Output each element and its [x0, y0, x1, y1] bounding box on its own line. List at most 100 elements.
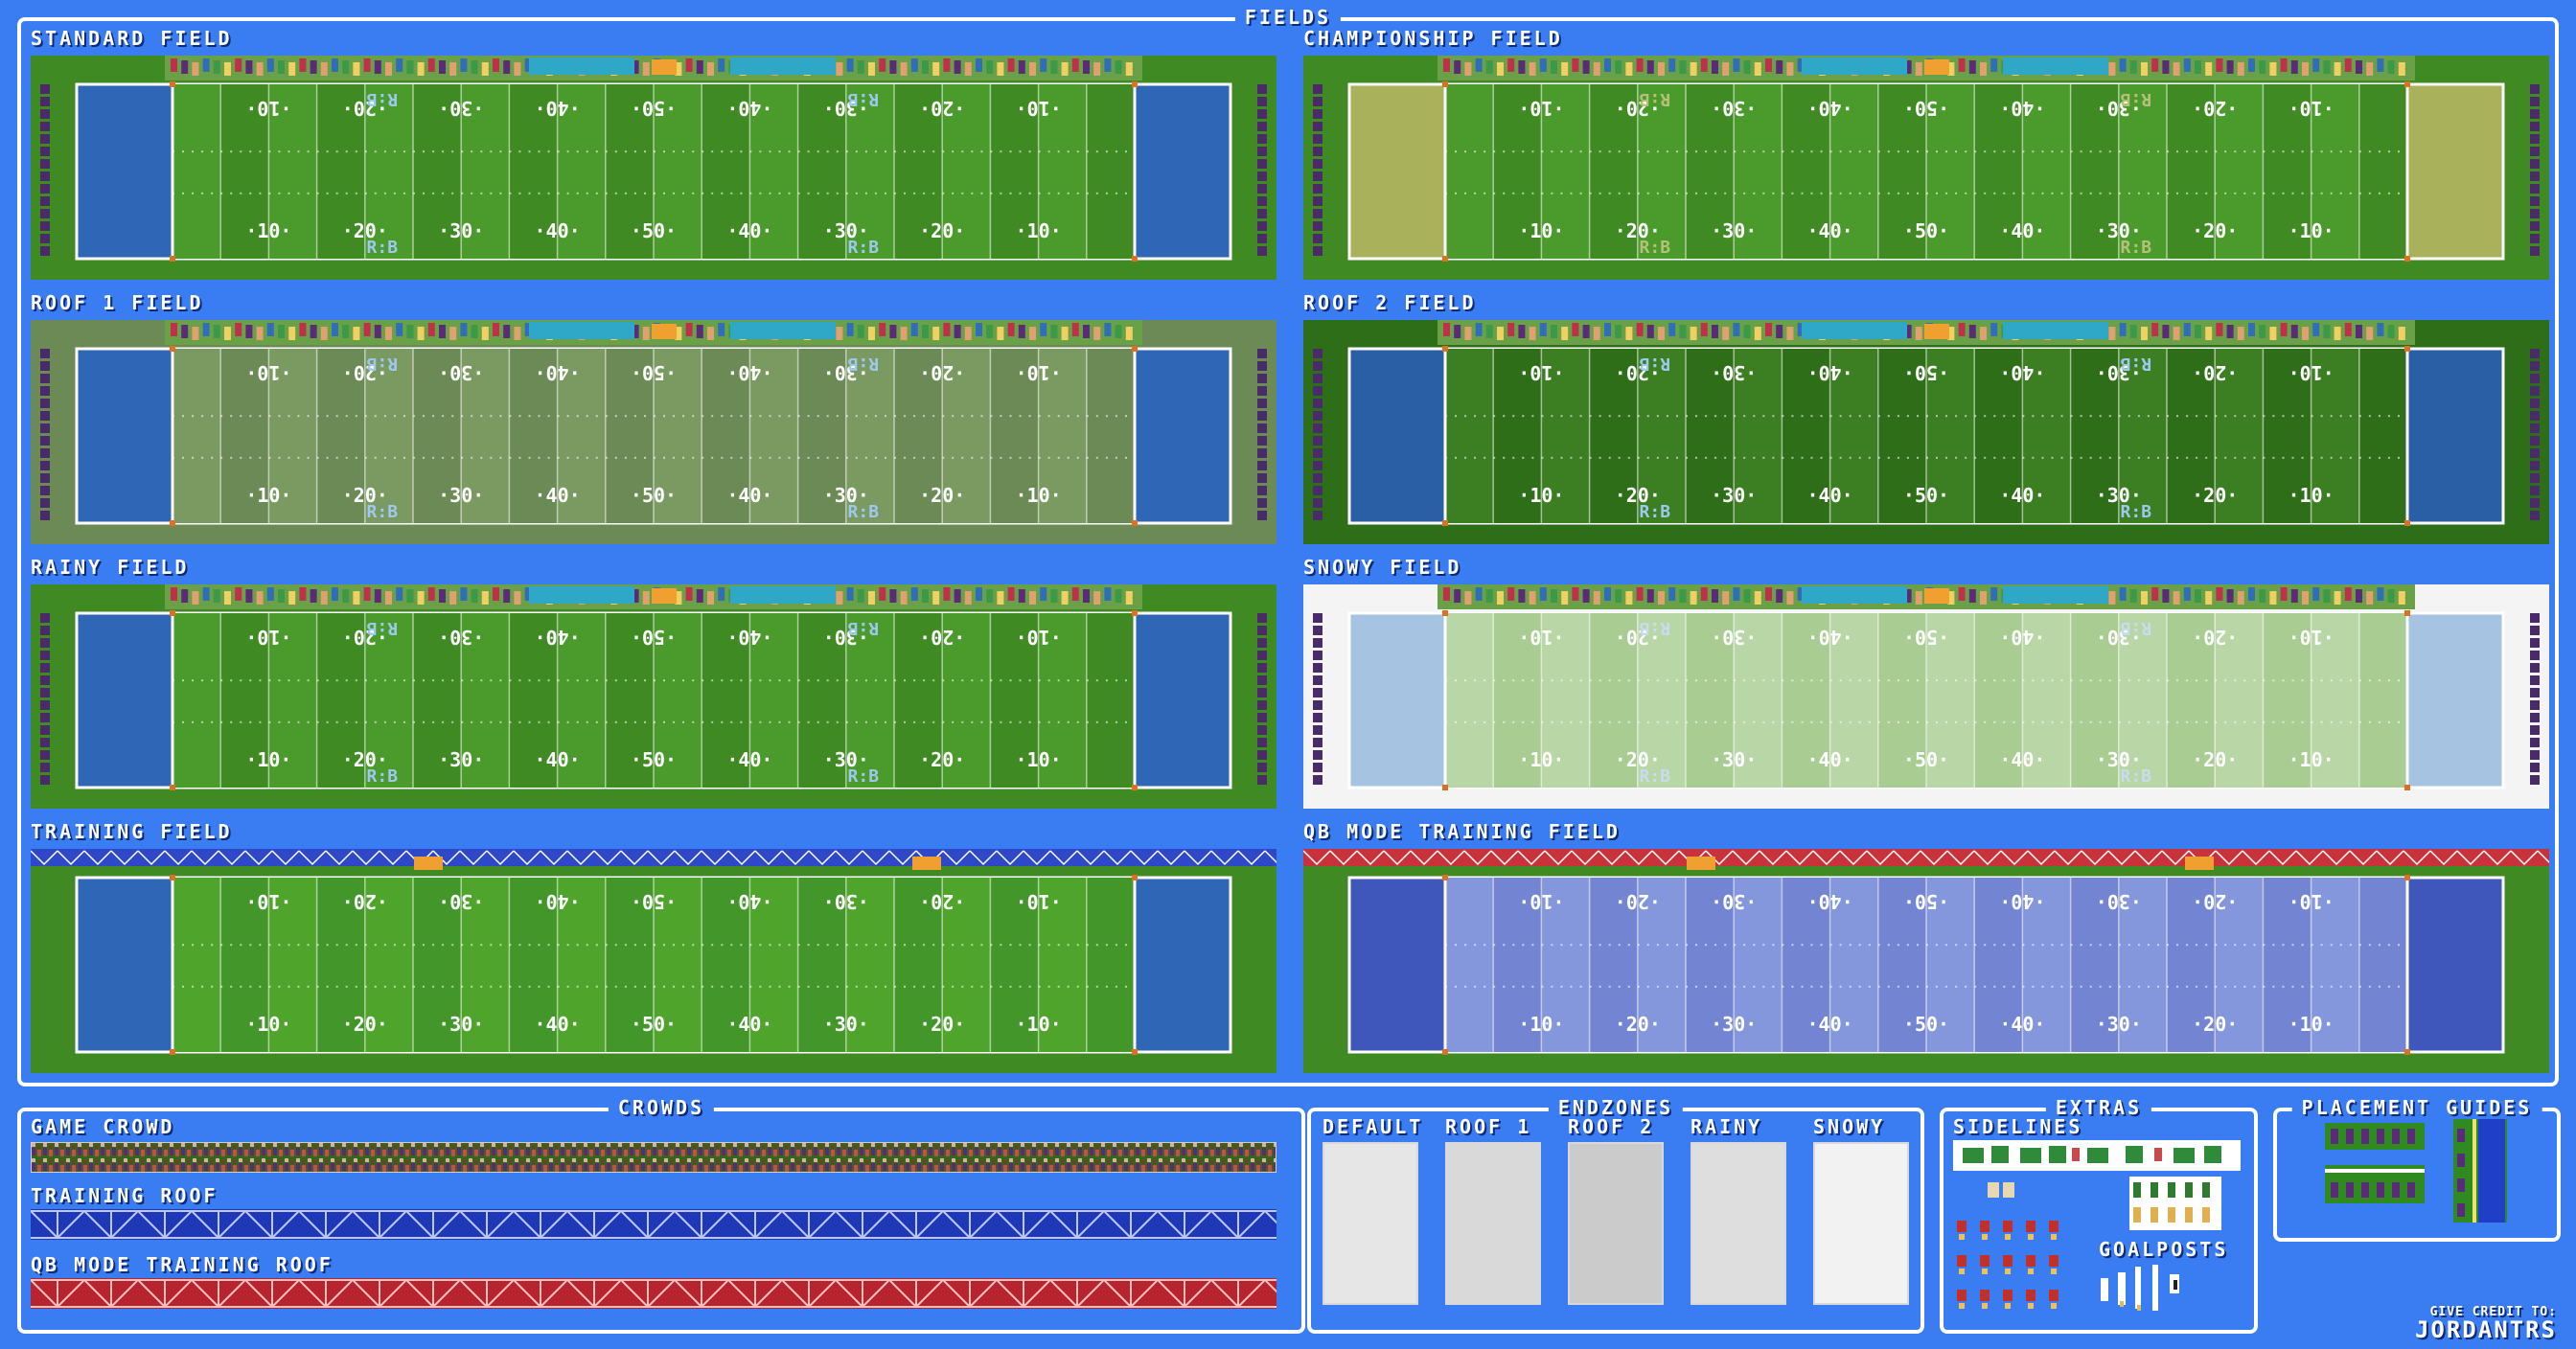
- yard-number: ·40·: [1999, 890, 2045, 913]
- yard-number: ·40·: [726, 361, 772, 384]
- endzone-left: [75, 611, 174, 789]
- yard-number: ·30·: [823, 626, 869, 649]
- yard-number: ·10·: [2288, 626, 2334, 649]
- endzones-title: ENDZONES: [1548, 1096, 1684, 1119]
- placement-endzone-sprite: [2453, 1119, 2507, 1223]
- endzone-left: [75, 82, 174, 261]
- yard-number: ·10·: [2288, 890, 2334, 913]
- field-logo: R:B: [1640, 502, 1671, 522]
- endzone-swatch: [1813, 1142, 1909, 1305]
- field-label: CHAMPIONSHIP FIELD: [1303, 27, 1563, 50]
- credit-line-1: GIVE CREDIT TO:: [2429, 1305, 2557, 1319]
- field-svg: ·10· ·10· ·20· ·20· ·30· ·30· ·40· ·40· ·50· ·50·…: [31, 849, 1276, 1073]
- yard-number: ·30·: [1711, 97, 1757, 120]
- yard-number: ·30·: [1711, 361, 1757, 384]
- field-sprite: ·10· ·10· ·20· ·20· ·30· ·30· ·40· ·40· ·50· ·50·…: [31, 584, 1276, 809]
- yard-number: ·40·: [1999, 626, 2045, 649]
- yard-number: ·30·: [1711, 1013, 1757, 1036]
- yard-number: ·50·: [631, 361, 677, 384]
- yard-number: ·10·: [1518, 626, 1564, 649]
- game-crowd-strip: [30, 1141, 1277, 1174]
- yard-number: ·40·: [535, 626, 581, 649]
- yard-number: ·40·: [1807, 97, 1853, 120]
- extras-title: EXTRAS: [2045, 1096, 2152, 1119]
- endzone-swatch: [1445, 1142, 1541, 1305]
- sideline-props-sprite: [1953, 1178, 2068, 1322]
- yard-number: ·40·: [535, 219, 581, 242]
- yard-number: ·30·: [1711, 748, 1757, 771]
- yard-number: ·20·: [919, 97, 965, 120]
- yard-number: ·10·: [245, 748, 291, 771]
- yard-number: ·10·: [1016, 748, 1062, 771]
- field-logo: R:B: [366, 89, 398, 109]
- field-logo: R:B: [847, 89, 879, 109]
- yard-number: ·10·: [1518, 890, 1564, 913]
- yard-number: ·20·: [1615, 484, 1661, 507]
- yard-number: ·40·: [726, 1013, 772, 1036]
- game-crowd-sprite: [30, 1141, 1277, 1174]
- yard-number: ·30·: [438, 219, 484, 242]
- yard-number: ·40·: [1807, 626, 1853, 649]
- yard-number: ·10·: [1016, 361, 1062, 384]
- yard-number: ·50·: [631, 890, 677, 913]
- field-logo: R:B: [367, 766, 399, 787]
- yard-number: ·40·: [726, 748, 772, 771]
- yard-number: ·20·: [342, 890, 388, 913]
- yard-number: ·30·: [438, 97, 484, 120]
- field-sprite: ·10· ·10· ·20· ·20· ·30· ·30· ·40· ·40· ·50· ·50·…: [1303, 584, 2549, 809]
- endzone-left: [75, 347, 174, 525]
- field-svg: ·10· ·10· ·20· ·20· ·30· ·30· ·40· ·40· ·50· ·50·…: [31, 584, 1276, 809]
- field-logo: R:B: [367, 238, 399, 258]
- yard-number: ·20·: [1615, 219, 1661, 242]
- field-sprite: ·10· ·10· ·20· ·20· ·30· ·30· ·40· ·40· ·50· ·50·…: [1303, 56, 2549, 280]
- yard-number: ·20·: [342, 748, 388, 771]
- placement-guides-panel: PLACEMENT GUIDES: [2273, 1096, 2561, 1242]
- yard-number: ·50·: [631, 484, 677, 507]
- field-logo: R:B: [1640, 238, 1671, 258]
- training-roof-label: TRAINING ROOF: [31, 1184, 218, 1207]
- endzone-right: [1133, 611, 1232, 789]
- yard-number: ·40·: [1999, 748, 2045, 771]
- yard-number: ·20·: [1615, 1013, 1661, 1036]
- yard-number: ·40·: [535, 1013, 581, 1036]
- yard-number: ·20·: [342, 1013, 388, 1036]
- yard-number: ·40·: [1807, 484, 1853, 507]
- field-label: STANDARD FIELD: [31, 27, 233, 50]
- goalposts-label: GOALPOSTS: [2099, 1238, 2229, 1261]
- placement-guides-title: PLACEMENT GUIDES: [2291, 1096, 2542, 1119]
- yard-number: ·10·: [2288, 484, 2334, 507]
- yard-number: ·30·: [1711, 890, 1757, 913]
- yard-number: ·10·: [1518, 361, 1564, 384]
- field-logo: R:B: [2120, 354, 2151, 374]
- yard-number: ·10·: [1016, 219, 1062, 242]
- yard-number: ·50·: [631, 219, 677, 242]
- endzone-left: [1347, 876, 1447, 1054]
- field-svg: ·10· ·10· ·20· ·20· ·30· ·30· ·40· ·40· ·50· ·50·…: [1303, 56, 2549, 280]
- endzone-left: [1347, 347, 1447, 525]
- training-roof-strip: [31, 1209, 1276, 1240]
- field-svg: ·10· ·10· ·20· ·20· ·30· ·30· ·40· ·40· ·50· ·50·…: [31, 56, 1276, 280]
- yard-number: ·30·: [2096, 219, 2142, 242]
- yard-number: ·10·: [1518, 484, 1564, 507]
- field-logo: R:B: [366, 354, 398, 374]
- endzones-panel: ENDZONES: [1307, 1096, 1924, 1334]
- endzone-right: [1133, 876, 1232, 1054]
- yard-number: ·20·: [919, 748, 965, 771]
- yard-number: ·20·: [342, 219, 388, 242]
- yard-number: ·10·: [2288, 1013, 2334, 1036]
- yard-number: ·50·: [1903, 484, 1949, 507]
- endzone-swatch: [1322, 1142, 1418, 1305]
- yard-number: ·50·: [1903, 219, 1949, 242]
- yard-number: ·20·: [342, 626, 388, 649]
- yard-number: ·10·: [245, 219, 291, 242]
- yard-number: ·40·: [726, 626, 772, 649]
- yard-number: ·20·: [2192, 484, 2238, 507]
- field-svg: ·10· ·10· ·20· ·20· ·30· ·30· ·40· ·40· ·50· ·50·…: [1303, 584, 2549, 809]
- yard-number: ·20·: [342, 361, 388, 384]
- yard-number: ·10·: [245, 361, 291, 384]
- yard-number: ·20·: [1615, 748, 1661, 771]
- yard-number: ·10·: [1518, 97, 1564, 120]
- field-logo: R:B: [847, 354, 879, 374]
- yard-number: ·40·: [726, 219, 772, 242]
- yard-number: ·10·: [2288, 219, 2334, 242]
